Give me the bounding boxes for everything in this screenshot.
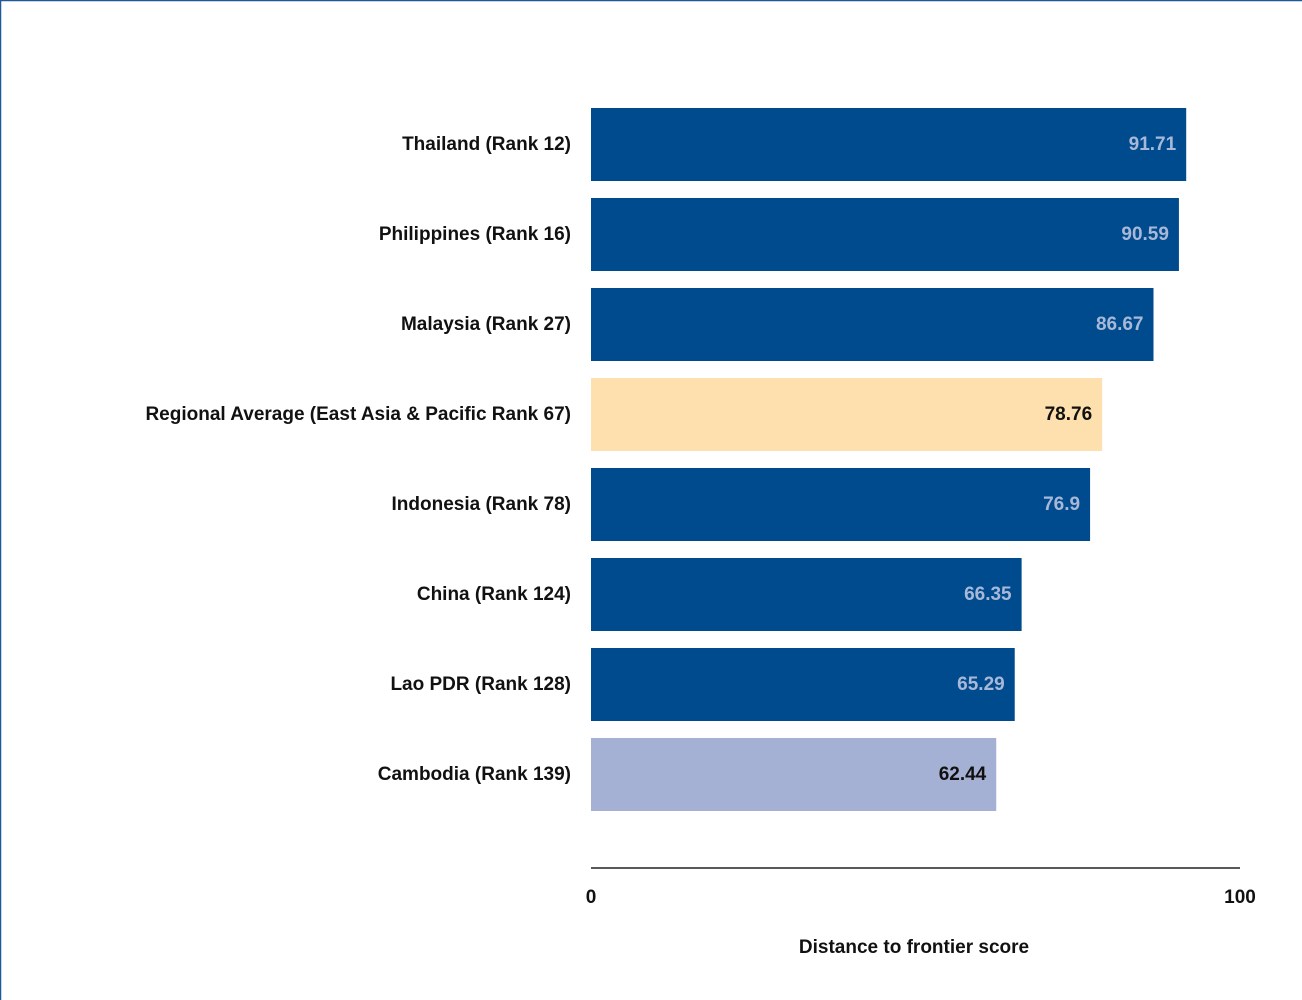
y-tick-label: Indonesia (Rank 78): [392, 494, 572, 515]
y-tick-label: China (Rank 124): [417, 584, 571, 605]
bar: [591, 198, 1179, 271]
value-label: 78.76: [1045, 404, 1093, 425]
value-label: 62.44: [939, 764, 987, 785]
x-axis-title: Distance to frontier score: [799, 937, 1029, 958]
bar: [591, 468, 1091, 541]
x-tick-label: 100: [1224, 887, 1256, 908]
value-label: 86.67: [1096, 314, 1144, 335]
y-tick-label: Regional Average (East Asia & Pacific Ra…: [145, 404, 571, 425]
y-tick-label: Lao PDR (Rank 128): [390, 674, 571, 695]
y-tick-label: Thailand (Rank 12): [402, 134, 571, 155]
bar: [591, 648, 1015, 721]
bar: [591, 288, 1154, 361]
y-tick-label: Philippines (Rank 16): [379, 224, 571, 245]
bar: [591, 558, 1022, 631]
value-label: 76.9: [1043, 494, 1080, 515]
x-tick-label: 0: [586, 887, 597, 908]
value-label: 65.29: [957, 674, 1005, 695]
value-label: 90.59: [1121, 224, 1169, 245]
value-label: 91.71: [1129, 134, 1177, 155]
bar: [591, 738, 997, 811]
bar: [591, 108, 1187, 181]
y-tick-label: Cambodia (Rank 139): [378, 764, 571, 785]
value-label: 66.35: [964, 584, 1012, 605]
bar: [591, 378, 1103, 451]
y-tick-label: Malaysia (Rank 27): [401, 314, 571, 335]
